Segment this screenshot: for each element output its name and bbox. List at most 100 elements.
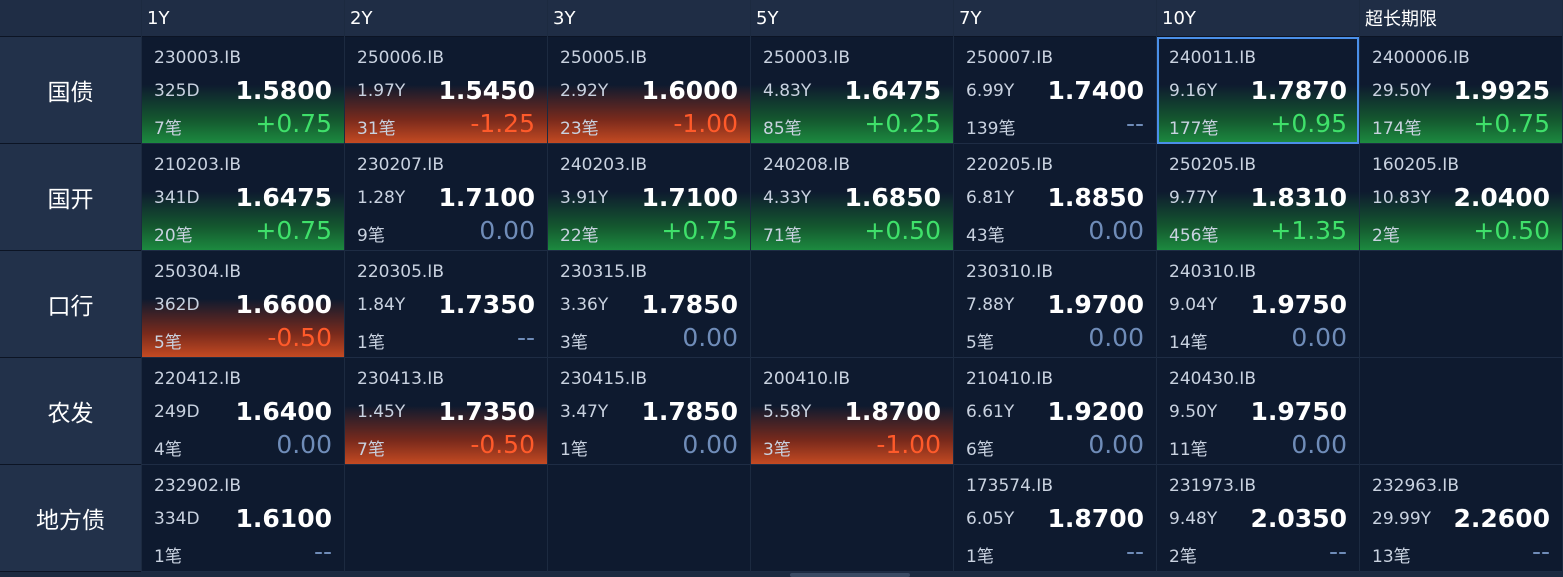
quote-cell[interactable]: 240203.IB 3.91Y 1.7100 22笔 +0.75 xyxy=(548,144,750,251)
quote-cell[interactable]: 250205.IB 9.77Y 1.8310 456笔 +1.35 xyxy=(1157,144,1359,251)
yield-change: 0.00 xyxy=(479,216,535,245)
remaining-term: 9.50Y xyxy=(1169,402,1218,422)
quote-cell[interactable]: 210410.IB 6.61Y 1.9200 6笔 0.00 xyxy=(954,358,1156,465)
bond-code: 232902.IB xyxy=(154,476,241,496)
quote-cell[interactable]: 240430.IB 9.50Y 1.9750 11笔 0.00 xyxy=(1157,358,1359,465)
bond-code: 250304.IB xyxy=(154,262,241,282)
bond-code: 2400006.IB xyxy=(1372,48,1470,68)
yield-value: 1.9200 xyxy=(1047,397,1144,426)
bond-code: 250205.IB xyxy=(1169,155,1256,175)
bond-code: 240203.IB xyxy=(560,155,647,175)
bond-code: 230415.IB xyxy=(560,369,647,389)
bond-code: 240430.IB xyxy=(1169,369,1256,389)
bond-code: 231973.IB xyxy=(1169,476,1256,496)
trade-count: 14笔 xyxy=(1169,333,1208,353)
remaining-term: 2.92Y xyxy=(560,81,609,101)
trade-count: 9笔 xyxy=(357,226,385,246)
trade-count: 11笔 xyxy=(1169,440,1208,460)
yield-value: 1.6600 xyxy=(235,290,332,319)
quote-cell[interactable]: 230310.IB 7.88Y 1.9700 5笔 0.00 xyxy=(954,251,1156,358)
column-header-4[interactable]: 7Y xyxy=(954,0,1156,37)
trade-count: 7笔 xyxy=(154,119,182,139)
yield-change: 0.00 xyxy=(682,430,738,459)
empty-cell xyxy=(345,465,547,572)
row-label: 口行 xyxy=(0,251,141,358)
bond-code: 230413.IB xyxy=(357,369,444,389)
column-header-1[interactable]: 2Y xyxy=(345,0,547,37)
column-header-5[interactable]: 10Y xyxy=(1157,0,1359,37)
quote-cell[interactable]: 230003.IB 325D 1.5800 7笔 +0.75 xyxy=(142,37,344,144)
remaining-term: 9.77Y xyxy=(1169,188,1218,208)
trade-count: 2笔 xyxy=(1169,547,1197,567)
yield-value: 2.0350 xyxy=(1250,504,1347,533)
remaining-term: 3.47Y xyxy=(560,402,609,422)
trade-count: 5笔 xyxy=(154,333,182,353)
quote-cell[interactable]: 200410.IB 5.58Y 1.8700 3笔 -1.00 xyxy=(751,358,953,465)
trade-count: 4笔 xyxy=(154,440,182,460)
remaining-term: 334D xyxy=(154,509,200,529)
remaining-term: 9.16Y xyxy=(1169,81,1218,101)
quote-cell[interactable]: 250006.IB 1.97Y 1.5450 31笔 -1.25 xyxy=(345,37,547,144)
remaining-term: 249D xyxy=(154,402,200,422)
yield-change: -- xyxy=(1328,537,1347,566)
quote-cell[interactable]: 250005.IB 2.92Y 1.6000 23笔 -1.00 xyxy=(548,37,750,144)
empty-cell xyxy=(751,251,953,358)
quote-cell[interactable]: 220412.IB 249D 1.6400 4笔 0.00 xyxy=(142,358,344,465)
trade-count: 5笔 xyxy=(966,333,994,353)
quote-cell[interactable]: 232963.IB 29.99Y 2.2600 13笔 -- xyxy=(1360,465,1562,572)
column-header-3[interactable]: 5Y xyxy=(751,0,953,37)
remaining-term: 4.33Y xyxy=(763,188,812,208)
quote-cell[interactable]: 230415.IB 3.47Y 1.7850 1笔 0.00 xyxy=(548,358,750,465)
column-header-2[interactable]: 3Y xyxy=(548,0,750,37)
bond-code: 240310.IB xyxy=(1169,262,1256,282)
quote-cell[interactable]: 160205.IB 10.83Y 2.0400 2笔 +0.50 xyxy=(1360,144,1562,251)
bond-code: 250005.IB xyxy=(560,48,647,68)
column-header-0[interactable]: 1Y xyxy=(142,0,344,37)
quote-cell[interactable]: 230315.IB 3.36Y 1.7850 3笔 0.00 xyxy=(548,251,750,358)
bond-code: 220205.IB xyxy=(966,155,1053,175)
quote-cell[interactable]: 230207.IB 1.28Y 1.7100 9笔 0.00 xyxy=(345,144,547,251)
yield-value: 1.7100 xyxy=(641,183,738,212)
quote-cell[interactable]: 240011.IB 9.16Y 1.7870 177笔 +0.95 xyxy=(1157,37,1359,144)
remaining-term: 1.45Y xyxy=(357,402,406,422)
trade-count: 3笔 xyxy=(560,333,588,353)
yield-change: +0.50 xyxy=(1473,216,1550,245)
yield-change: 0.00 xyxy=(1088,430,1144,459)
quote-cell[interactable]: 220205.IB 6.81Y 1.8850 43笔 0.00 xyxy=(954,144,1156,251)
trade-count: 23笔 xyxy=(560,119,599,139)
quote-cell[interactable]: 250304.IB 362D 1.6600 5笔 -0.50 xyxy=(142,251,344,358)
quote-cell[interactable]: 240310.IB 9.04Y 1.9750 14笔 0.00 xyxy=(1157,251,1359,358)
yield-value: 2.0400 xyxy=(1453,183,1550,212)
quote-cell[interactable]: 230413.IB 1.45Y 1.7350 7笔 -0.50 xyxy=(345,358,547,465)
quote-cell[interactable]: 173574.IB 6.05Y 1.8700 1笔 -- xyxy=(954,465,1156,572)
remaining-term: 325D xyxy=(154,81,200,101)
horizontal-scrollbar[interactable] xyxy=(790,573,910,577)
trade-count: 139笔 xyxy=(966,119,1016,139)
trade-count: 3笔 xyxy=(763,440,791,460)
empty-cell xyxy=(1360,358,1562,465)
column-header-6[interactable]: 超长期限 xyxy=(1360,0,1562,37)
quote-cell[interactable]: 240208.IB 4.33Y 1.6850 71笔 +0.50 xyxy=(751,144,953,251)
remaining-term: 1.97Y xyxy=(357,81,406,101)
yield-change: 0.00 xyxy=(1088,216,1144,245)
bond-code: 210410.IB xyxy=(966,369,1053,389)
yield-change: 0.00 xyxy=(1291,430,1347,459)
remaining-term: 9.48Y xyxy=(1169,509,1218,529)
remaining-term: 29.99Y xyxy=(1372,509,1432,529)
yield-change: +0.95 xyxy=(1270,109,1347,138)
remaining-term: 5.58Y xyxy=(763,402,812,422)
bond-code: 210203.IB xyxy=(154,155,241,175)
empty-cell xyxy=(751,465,953,572)
trade-count: 1笔 xyxy=(357,333,385,353)
yield-change: -0.50 xyxy=(267,323,332,352)
remaining-term: 3.91Y xyxy=(560,188,609,208)
trade-count: 1笔 xyxy=(560,440,588,460)
quote-cell[interactable]: 231973.IB 9.48Y 2.0350 2笔 -- xyxy=(1157,465,1359,572)
quote-cell[interactable]: 210203.IB 341D 1.6475 20笔 +0.75 xyxy=(142,144,344,251)
quote-cell[interactable]: 232902.IB 334D 1.6100 1笔 -- xyxy=(142,465,344,572)
yield-value: 1.5800 xyxy=(235,76,332,105)
quote-cell[interactable]: 250003.IB 4.83Y 1.6475 85笔 +0.25 xyxy=(751,37,953,144)
quote-cell[interactable]: 2400006.IB 29.50Y 1.9925 174笔 +0.75 xyxy=(1360,37,1562,144)
quote-cell[interactable]: 220305.IB 1.84Y 1.7350 1笔 -- xyxy=(345,251,547,358)
quote-cell[interactable]: 250007.IB 6.99Y 1.7400 139笔 -- xyxy=(954,37,1156,144)
